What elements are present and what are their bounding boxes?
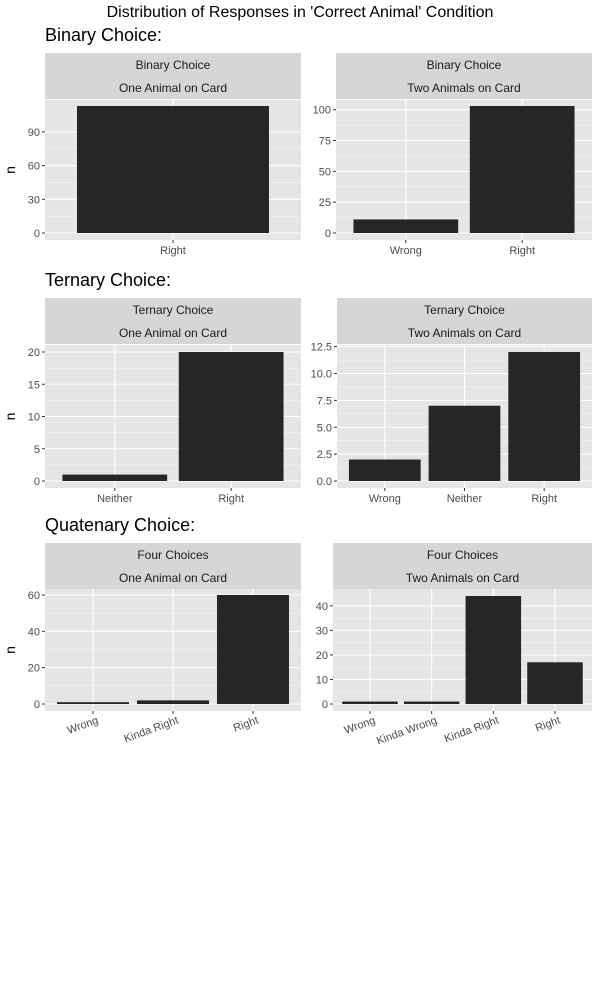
- panel-6-bar-wrong: [342, 701, 398, 704]
- panel-4-y-tick-label: 12.5: [311, 342, 332, 354]
- panel-3-y-tick-label: 0: [34, 476, 40, 488]
- panel-3-y-tick-label: 10: [28, 412, 40, 424]
- chart-title: Distribution of Responses in 'Correct An…: [107, 4, 494, 21]
- panel-1-y-tick-label: 90: [28, 127, 40, 139]
- panel-3-bar-right: [178, 352, 284, 481]
- section-title-ternary: Ternary Choice:: [45, 270, 171, 290]
- panel-2-y-tick-label: 0: [325, 228, 331, 240]
- panel-4-bar-right: [508, 352, 581, 481]
- panel-2-y-tick-label: 75: [319, 136, 331, 148]
- panel-4-bar-wrong: [348, 459, 421, 481]
- panel-6-x-tick-label: Kinda Wrong: [375, 715, 439, 748]
- panel-4-strip-top-label: Ternary Choice: [424, 303, 505, 317]
- panel-3-strip-top-bg: [45, 298, 301, 321]
- panel-6-strip-top-bg: [333, 543, 592, 566]
- panel-3-y-tick-label: 15: [28, 379, 40, 391]
- panel-2-y-tick-label: 50: [319, 166, 331, 178]
- panel-5-x-tick-label: Kinda Right: [122, 715, 180, 746]
- panel-1-strip-top-label: Binary Choice: [136, 58, 211, 72]
- panel-6-strip-bottom-bg: [333, 566, 592, 589]
- panel-5-strip-top-bg: [45, 543, 301, 566]
- panel-1-y-tick-label: 0: [34, 228, 40, 240]
- panel-3-x-tick-label: Neither: [97, 493, 133, 505]
- panel-5-x-tick-label: Wrong: [66, 715, 100, 737]
- panel-4-x-tick-label: Right: [531, 493, 557, 505]
- panel-5-y-tick-label: 20: [28, 663, 40, 675]
- panel-2-strip-top-label: Binary Choice: [427, 58, 502, 72]
- panel-2-x-tick-label: Wrong: [390, 245, 422, 257]
- panel-4-strip-bottom-label: Two Animals on Card: [408, 326, 521, 340]
- panel-6-strip-top-label: Four Choices: [427, 548, 498, 562]
- panel-3-y-tick-label: 20: [28, 347, 40, 359]
- panel-3-x-tick-label: Right: [218, 493, 244, 505]
- panel-4-y-tick-label: 5.0: [317, 422, 332, 434]
- panel-1-x-tick-label: Right: [160, 245, 186, 257]
- panel-5-y-tick-label: 40: [28, 626, 40, 638]
- panel-1-y-axis-label: n: [2, 166, 18, 174]
- panel-5-x-tick-label: Right: [232, 715, 260, 735]
- panel-4-y-tick-label: 2.5: [317, 449, 332, 461]
- panel-5-bar-wrong: [56, 702, 129, 704]
- panel-2-y-tick-label: 25: [319, 197, 331, 209]
- panel-3-strip-bottom-bg: [45, 321, 301, 344]
- panel-3-y-axis-label: n: [2, 413, 18, 421]
- panel-4-bar-neither: [428, 405, 501, 481]
- panel-2-bar-wrong: [353, 219, 459, 233]
- panel-1-strip-bottom-bg: [45, 76, 301, 99]
- panel-1-strip-top-bg: [45, 53, 301, 76]
- panel-5-y-tick-label: 60: [28, 590, 40, 602]
- panel-6-y-tick-label: 20: [316, 650, 328, 662]
- panel-6-bar-kinda-wrong: [403, 701, 460, 704]
- panel-6-y-tick-label: 40: [316, 601, 328, 613]
- panel-3-y-tick-label: 5: [34, 444, 40, 456]
- panel-2-strip-bottom-label: Two Animals on Card: [407, 81, 520, 95]
- panel-2-strip-top-bg: [336, 53, 592, 76]
- panel-5-bar-kinda-right: [136, 700, 209, 704]
- panel-4-x-tick-label: Neither: [447, 493, 483, 505]
- panel-4-strip-bottom-bg: [337, 321, 592, 344]
- panel-2-bar-right: [469, 106, 575, 233]
- panel-2-y-tick-label: 100: [313, 105, 331, 117]
- panel-6-x-tick-label: Kinda Right: [443, 715, 501, 746]
- panel-6-y-tick-label: 30: [316, 625, 328, 637]
- panel-6-bar-kinda-right: [465, 596, 522, 704]
- panel-3-strip-top-label: Ternary Choice: [133, 303, 214, 317]
- panel-5-strip-bottom-label: One Animal on Card: [119, 571, 227, 585]
- panels-group: Binary Choice One Animal on Card 0 30 60 90 Ri…: [2, 53, 592, 747]
- panel-2-strip-bottom-bg: [336, 76, 592, 99]
- section-title-binary: Binary Choice:: [45, 25, 162, 45]
- panel-3-strip-bottom-label: One Animal on Card: [119, 326, 227, 340]
- panel-1-bar-right: [76, 106, 269, 233]
- panel-4-strip-top-bg: [337, 298, 592, 321]
- panel-4-y-tick-label: 0.0: [317, 476, 332, 488]
- panel-1-strip-bottom-label: One Animal on Card: [119, 81, 227, 95]
- panel-4-x-tick-label: Wrong: [369, 493, 401, 505]
- panel-6-strip-bottom-label: Two Animals on Card: [406, 571, 519, 585]
- panel-1-y-tick-label: 60: [28, 161, 40, 173]
- panel-5-strip-bottom-bg: [45, 566, 301, 589]
- panel-6-bar-right: [527, 662, 583, 704]
- panel-5-strip-top-label: Four Choices: [137, 548, 208, 562]
- panel-4-y-tick-label: 7.5: [317, 395, 332, 407]
- panel-5-bar-right: [216, 595, 289, 704]
- panel-2-x-tick-label: Right: [509, 245, 535, 257]
- panel-6-x-tick-label: Right: [534, 715, 562, 735]
- panel-4-y-tick-label: 10.0: [311, 369, 332, 381]
- panel-6-x-tick-label: Wrong: [343, 715, 377, 737]
- panel-6-y-tick-label: 10: [316, 674, 328, 686]
- panel-6-y-tick-label: 0: [322, 699, 328, 711]
- panel-1-y-tick-label: 30: [28, 194, 40, 206]
- panel-5-y-tick-label: 0: [34, 699, 40, 711]
- section-title-quatenary: Quatenary Choice:: [45, 515, 195, 535]
- panel-3-bar-neither: [62, 474, 168, 481]
- panel-5-y-axis-label: n: [2, 646, 18, 654]
